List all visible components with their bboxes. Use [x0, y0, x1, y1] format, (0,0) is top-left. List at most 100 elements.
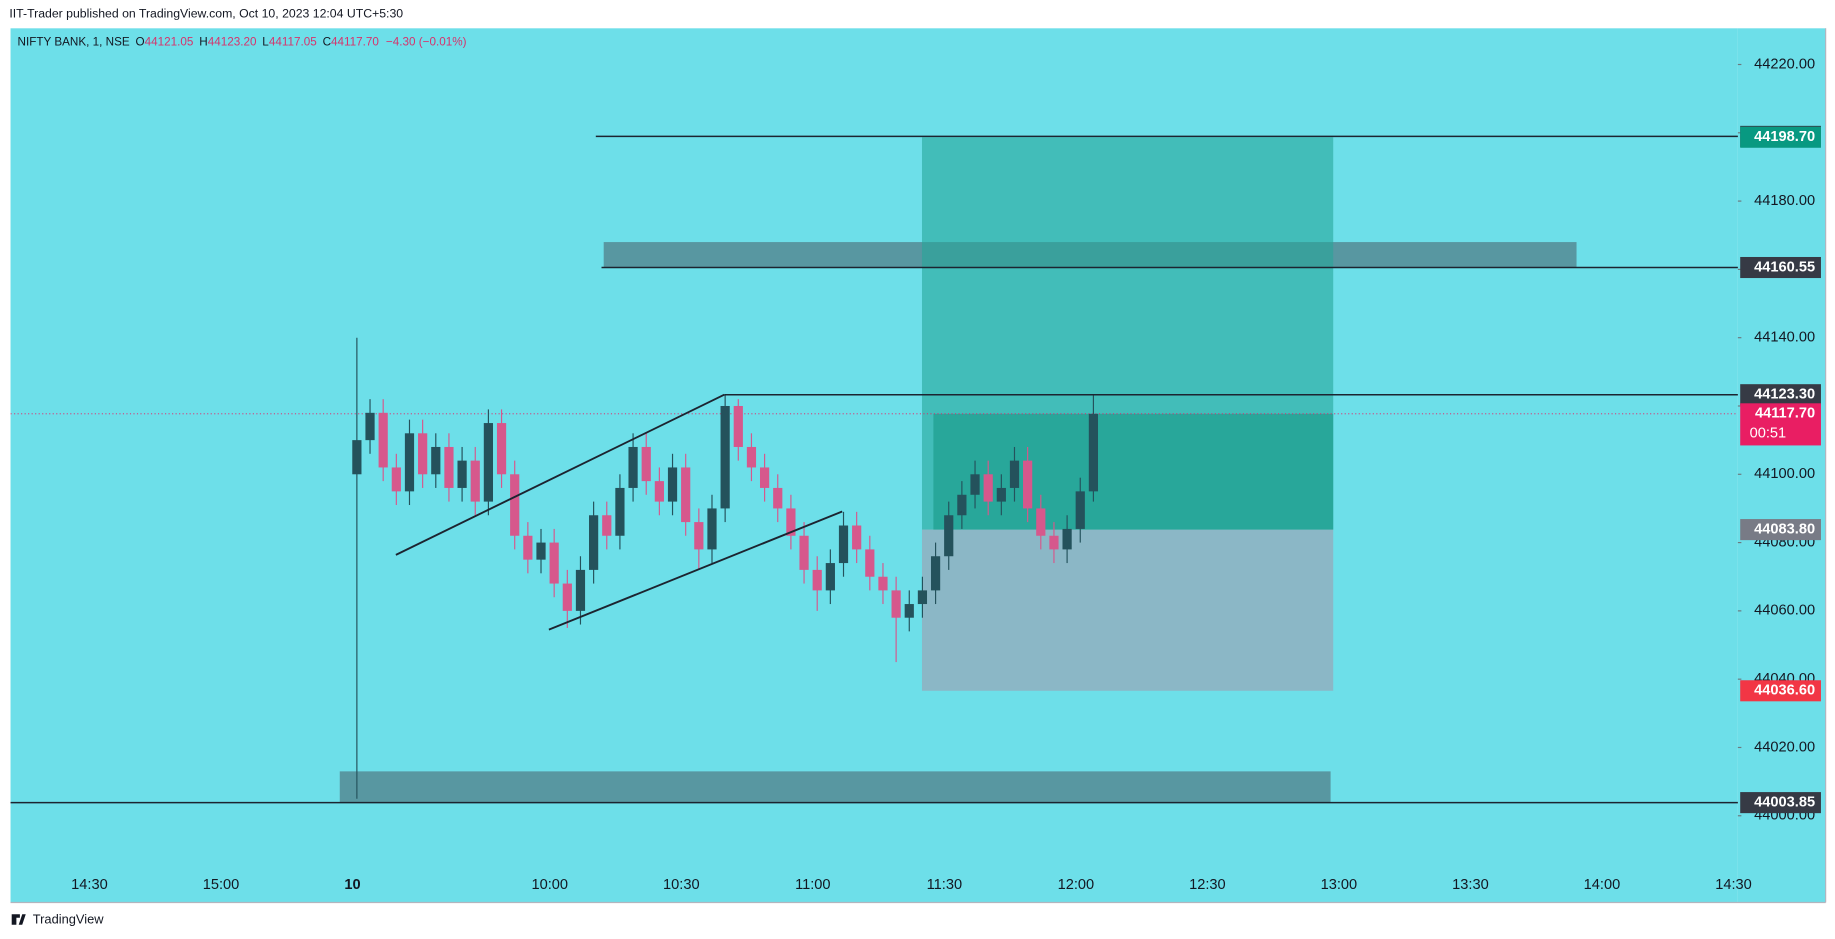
candle-body [378, 412, 388, 468]
candle-body [865, 549, 875, 577]
x-tick-label: 10 [344, 877, 360, 893]
price-tag-label: 44036.60 [1754, 683, 1815, 699]
candle-body [904, 604, 914, 618]
candle-body [707, 508, 717, 550]
x-tick-label: 10:00 [531, 877, 568, 893]
candle-body [786, 508, 796, 536]
price-tag [1740, 403, 1821, 446]
candle-body [996, 487, 1006, 502]
candle-body [431, 446, 441, 475]
footer-brand: TradingView [33, 911, 104, 926]
candle-body [470, 460, 480, 502]
candle-body [589, 515, 599, 570]
x-tick-label: 11:00 [795, 877, 830, 893]
legend-h: 44123.20 [208, 35, 257, 48]
live-profit-zone [933, 413, 1334, 530]
candle-body [536, 542, 546, 560]
candle-body [483, 423, 494, 502]
y-tick-label: 44220.00 [1754, 56, 1815, 72]
candle-body [720, 405, 730, 509]
candle-body [628, 446, 638, 488]
y-tick-label: 44020.00 [1754, 739, 1815, 755]
x-tick-label: 12:00 [1058, 877, 1095, 893]
price-tag [1740, 792, 1821, 814]
candle-body [444, 446, 454, 488]
legend-c: 44117.70 [331, 35, 379, 48]
y-tick-label: 44180.00 [1754, 193, 1815, 209]
x-tick-label: 11:30 [927, 877, 962, 893]
x-tick-label: 12:30 [1189, 877, 1226, 893]
x-tick-label: 10:30 [663, 877, 700, 893]
candle-body [970, 474, 980, 495]
y-tick-label: 44100.00 [1754, 466, 1815, 482]
candle-body [549, 542, 559, 584]
y-tick-label: 44140.00 [1754, 330, 1815, 346]
symbol-legend: NIFTY BANK, 1, NSE O44121.05 H44123.20 L441… [18, 35, 467, 48]
candle-body [365, 412, 375, 441]
candle-body [615, 487, 625, 536]
candle-body [602, 515, 612, 536]
candle-body [1036, 508, 1046, 536]
price-tag-label: 44198.70 [1754, 129, 1815, 145]
candle-body [957, 494, 967, 516]
x-tick-label: 13:00 [1321, 877, 1358, 893]
candle-body [878, 576, 888, 591]
x-tick-label: 14:30 [71, 877, 108, 893]
legend-o-label: O [136, 35, 145, 48]
candle-body [759, 467, 770, 488]
trend-line [395, 393, 725, 556]
legend-l: 44117.05 [269, 35, 317, 48]
candle-body [391, 467, 401, 492]
candle-body [641, 446, 651, 482]
candle-body [917, 590, 928, 605]
candle-body [1049, 535, 1059, 550]
candle-body [496, 423, 507, 475]
candle-body [1009, 460, 1020, 488]
candle-body [1075, 491, 1085, 529]
candle-body [352, 440, 362, 475]
candle-body [510, 474, 520, 536]
brand-logo [11, 914, 26, 925]
candle-body [1088, 413, 1099, 492]
candle-body [667, 467, 678, 502]
price-tag [1740, 256, 1821, 279]
x-tick-label: 14:00 [1584, 877, 1621, 893]
legend-l-label: L [262, 35, 269, 48]
price-axis [1737, 28, 1826, 903]
plot-area [10, 28, 1738, 903]
candle-body [1062, 528, 1072, 550]
candle-body [523, 535, 533, 560]
candle-body [1023, 460, 1033, 509]
candle-body [733, 405, 743, 447]
candle-body [799, 535, 809, 570]
legend-symbol: NIFTY BANK, 1, NSE [18, 35, 130, 48]
countdown: 00:51 [1750, 426, 1787, 442]
price-tag-label: 44160.55 [1754, 259, 1815, 275]
zone [339, 771, 1331, 803]
y-tick-label: 44060.00 [1754, 603, 1815, 619]
publish-header: IIT-Trader published on TradingView.com,… [9, 7, 403, 21]
legend-c-label: C [323, 35, 331, 48]
candle-body [825, 563, 835, 591]
candle-body [418, 433, 428, 475]
candle-body [746, 446, 757, 468]
candle-body [694, 522, 704, 550]
price-tag [1740, 519, 1821, 541]
stop-zone [921, 529, 1334, 691]
price-tag-label: 44083.80 [1754, 521, 1815, 537]
x-tick-label: 15:00 [203, 877, 240, 893]
legend-o: 44121.05 [145, 35, 194, 48]
candle-body [773, 487, 783, 509]
trend-line [548, 510, 843, 631]
price-tag [1740, 126, 1821, 148]
candle-body [562, 583, 572, 611]
candle-body [457, 460, 467, 488]
candle-body [944, 515, 954, 557]
candle-body [891, 590, 901, 618]
candle-body [575, 569, 586, 611]
candle-body [838, 525, 849, 564]
x-tick-label: 14:30 [1715, 877, 1752, 893]
price-tag-label: 44003.85 [1754, 794, 1815, 810]
